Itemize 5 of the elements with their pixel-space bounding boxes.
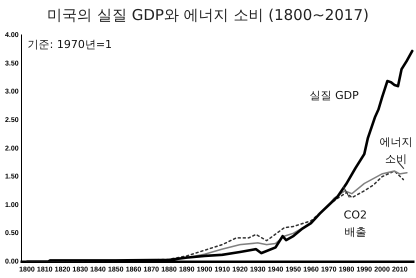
- series-label: CO2 배출: [344, 208, 368, 238]
- chart-title: 미국의 실질 GDP와 에너지 소비 (1800~2017): [46, 5, 370, 26]
- series-label: 에너지 소비: [379, 136, 412, 166]
- annotation: 기준: 1970년=1: [28, 38, 112, 52]
- series-label: 실질 GDP: [310, 88, 360, 102]
